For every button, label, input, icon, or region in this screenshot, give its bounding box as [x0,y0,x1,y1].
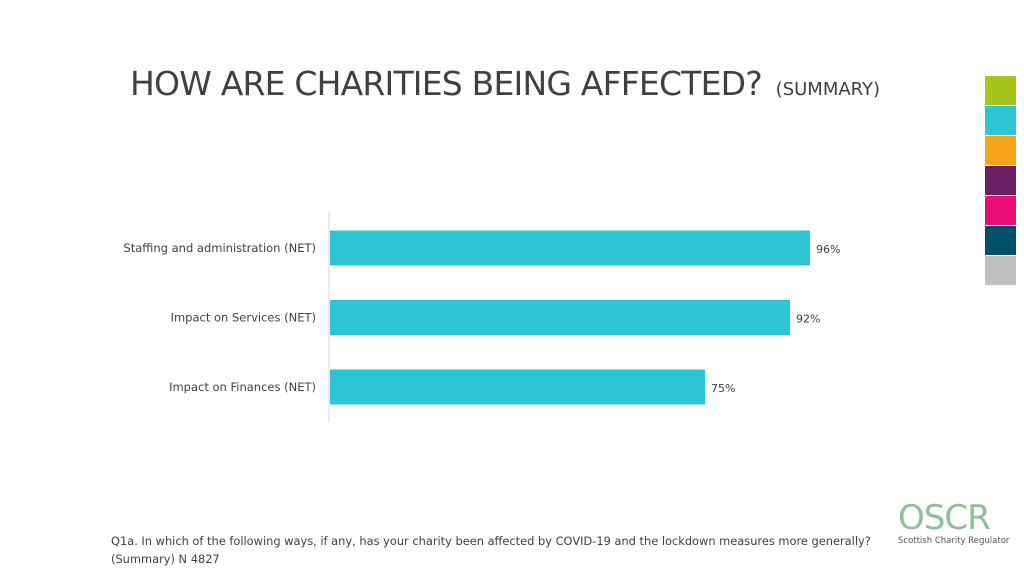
data-label: 75% [711,382,735,395]
bar [330,230,810,266]
color-swatch [985,76,1016,105]
color-swatch [985,256,1016,285]
footnote: Q1a. In which of the following ways, if … [111,534,871,566]
logo-mark: OSCR [898,498,991,538]
page-title: HOW ARE CHARITIES BEING AFFECTED? (SUMMA… [130,62,880,112]
bar [330,300,790,335]
data-label: 96% [816,243,840,256]
color-swatch [985,226,1016,255]
bar [330,369,705,405]
category-label: Impact on Finances (NET) [169,380,316,394]
subtitle: (SUMMARY) [775,79,881,100]
oscr-logo: OSCR Scottish Charity Regulator [898,498,1010,546]
logo-tagline: Scottish Charity Regulator [898,536,1010,546]
color-swatch [985,166,1016,195]
color-swatch [985,106,1016,135]
category-label: Staffing and administration (NET) [123,241,316,255]
category-label: Impact on Services (NET) [171,311,316,325]
title-text: HOW ARE CHARITIES BEING AFFECTED? [130,64,763,103]
color-strip [985,76,1016,286]
color-swatch [985,196,1016,225]
data-label: 92% [796,313,820,326]
color-swatch [985,136,1016,165]
